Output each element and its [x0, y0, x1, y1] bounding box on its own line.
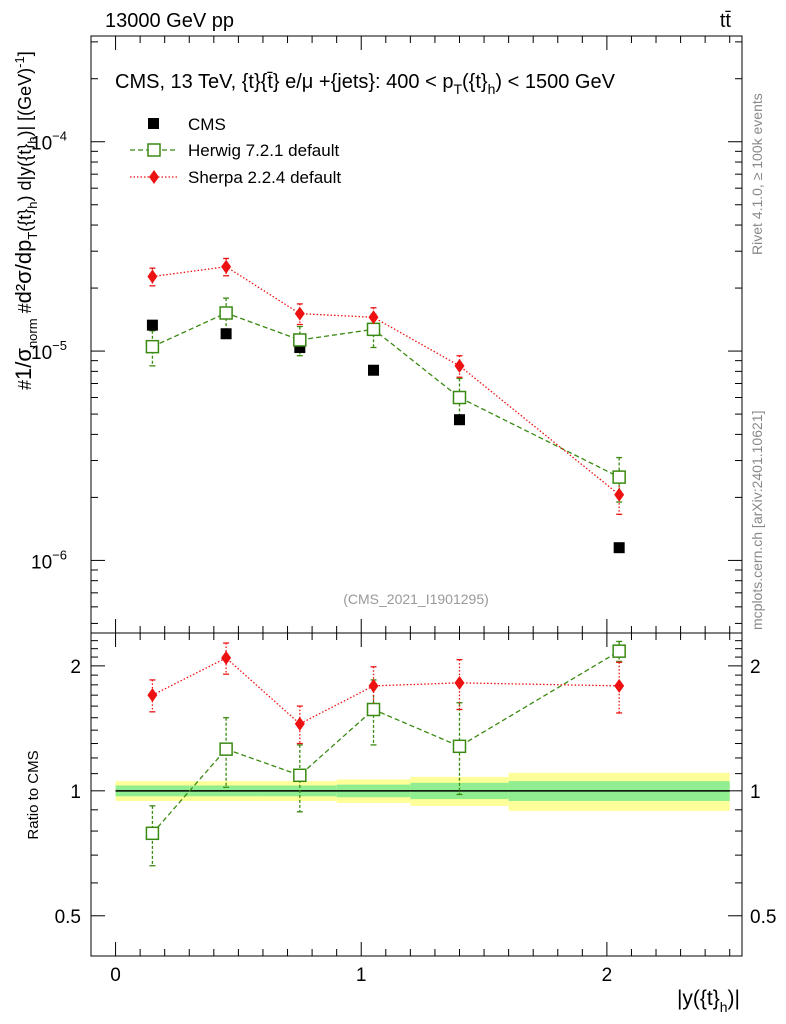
- cms-point: [613, 542, 625, 554]
- legend-sherpa-label: Sherpa 2.2.4 default: [188, 168, 341, 187]
- ratio-herwig-point: [366, 702, 381, 717]
- ratio-y-tick-label-right: 1: [750, 782, 761, 803]
- legend-herwig-label: Herwig 7.2.1 default: [188, 141, 339, 160]
- legend-cms-label: CMS: [188, 115, 226, 134]
- ratio-y-tick-label: 2: [70, 657, 81, 678]
- sherpa-point: [147, 269, 158, 284]
- herwig-point: [219, 306, 233, 320]
- ratio-x-tick-label: 0: [110, 965, 121, 986]
- ratio-herwig-point: [219, 742, 233, 756]
- sherpa-line: [152, 266, 620, 496]
- ratio-x-tick-label: 2: [602, 965, 613, 986]
- ratio-plot-marks: [145, 640, 626, 867]
- header-right-label: tt̄: [720, 10, 732, 32]
- ratio-herwig-point: [293, 768, 307, 783]
- mcplots-side-label: mcplots.cern.ch [arXiv:2401.10621]: [749, 411, 765, 630]
- legend: CMS Herwig 7.2.1 default Sherpa 2.2.4 de…: [130, 115, 341, 187]
- main-y-tick-label: 10−4: [31, 129, 67, 155]
- ratio-uncertainty-bands: [115, 772, 730, 811]
- herwig-point: [293, 333, 307, 347]
- ratio-sherpa-point: [221, 650, 232, 665]
- cms-point: [220, 328, 232, 340]
- ratio-sherpa-point: [614, 678, 625, 693]
- ratio-herwig-point: [452, 739, 467, 754]
- herwig-point: [612, 470, 626, 484]
- main-plot-marks: [145, 257, 626, 554]
- ratio-herwig-point: [145, 826, 160, 841]
- ratio-y-tick-label-right: 2: [750, 657, 761, 678]
- cms-point: [368, 364, 380, 376]
- main-y-axis-label-text: #1/σnorm #d²σ/dpT({t}h) d|y({t}h)| [(GeV…: [11, 51, 40, 390]
- ratio-x-tick-label: 1: [356, 965, 367, 986]
- ratio-plot-frame: [90, 632, 743, 957]
- cms-point: [294, 342, 306, 354]
- analysis-id-label: (CMS_2021_I1901295): [343, 591, 489, 607]
- main-y-axis-label: #1/σnorm #d²σ/dpT({t}h) d|y({t}h)| [(GeV…: [11, 51, 40, 390]
- main-y-tick-label: 10−5: [31, 338, 67, 364]
- ratio-sherpa-point: [294, 716, 305, 731]
- ratio-x-axis-label: |y({t}h)|: [677, 987, 740, 1015]
- main-y-tick-label: 10−6: [31, 547, 67, 573]
- sherpa-point: [454, 358, 465, 373]
- ratio-sherpa-line: [152, 657, 620, 725]
- ratio-herwig-point: [612, 644, 626, 658]
- sherpa-point: [614, 487, 625, 502]
- sherpa-point: [294, 306, 305, 321]
- cms-point: [146, 319, 158, 331]
- ratio-y-tick-label: 1: [70, 782, 81, 803]
- herwig-point: [145, 339, 160, 354]
- ratio-sherpa-point: [147, 688, 158, 703]
- ratio-y-tick-label: 0.5: [55, 907, 81, 928]
- ratio-sherpa-point: [454, 675, 465, 690]
- herwig-line: [152, 312, 620, 478]
- sherpa-point: [221, 259, 232, 274]
- herwig-point: [366, 322, 381, 337]
- main-axis-ticks: 10−4 10−5 10−6: [31, 36, 742, 633]
- main-plot-title: CMS, 13 TeV, {t}{t̄} e/μ +{jets}: 400 < …: [115, 71, 616, 97]
- legend-herwig-marker: [147, 143, 161, 157]
- ratio-y-axis-label: Ratio to CMS: [25, 750, 42, 839]
- herwig-point: [452, 390, 467, 405]
- ratio-y-tick-label-right: 0.5: [750, 907, 776, 928]
- cms-point: [453, 414, 465, 426]
- ratio-axis-ticks: 0.5 0.5 1 1 2 2 0 1 2: [55, 632, 776, 986]
- rivet-side-label: Rivet 4.1.0, ≥ 100k events: [749, 93, 765, 255]
- ratio-sherpa-point: [368, 678, 379, 693]
- header-left-label: 13000 GeV pp: [105, 10, 234, 32]
- legend-sherpa-marker: [149, 170, 159, 184]
- sherpa-point: [368, 310, 379, 325]
- legend-cms-marker: [148, 118, 159, 129]
